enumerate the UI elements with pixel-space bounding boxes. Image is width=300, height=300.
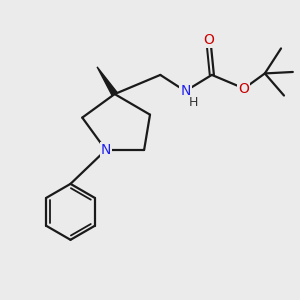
Polygon shape — [97, 67, 117, 96]
Text: H: H — [189, 96, 198, 109]
Text: N: N — [100, 143, 111, 157]
Text: N: N — [180, 84, 190, 98]
Text: O: O — [238, 82, 249, 96]
Text: O: O — [203, 33, 214, 47]
